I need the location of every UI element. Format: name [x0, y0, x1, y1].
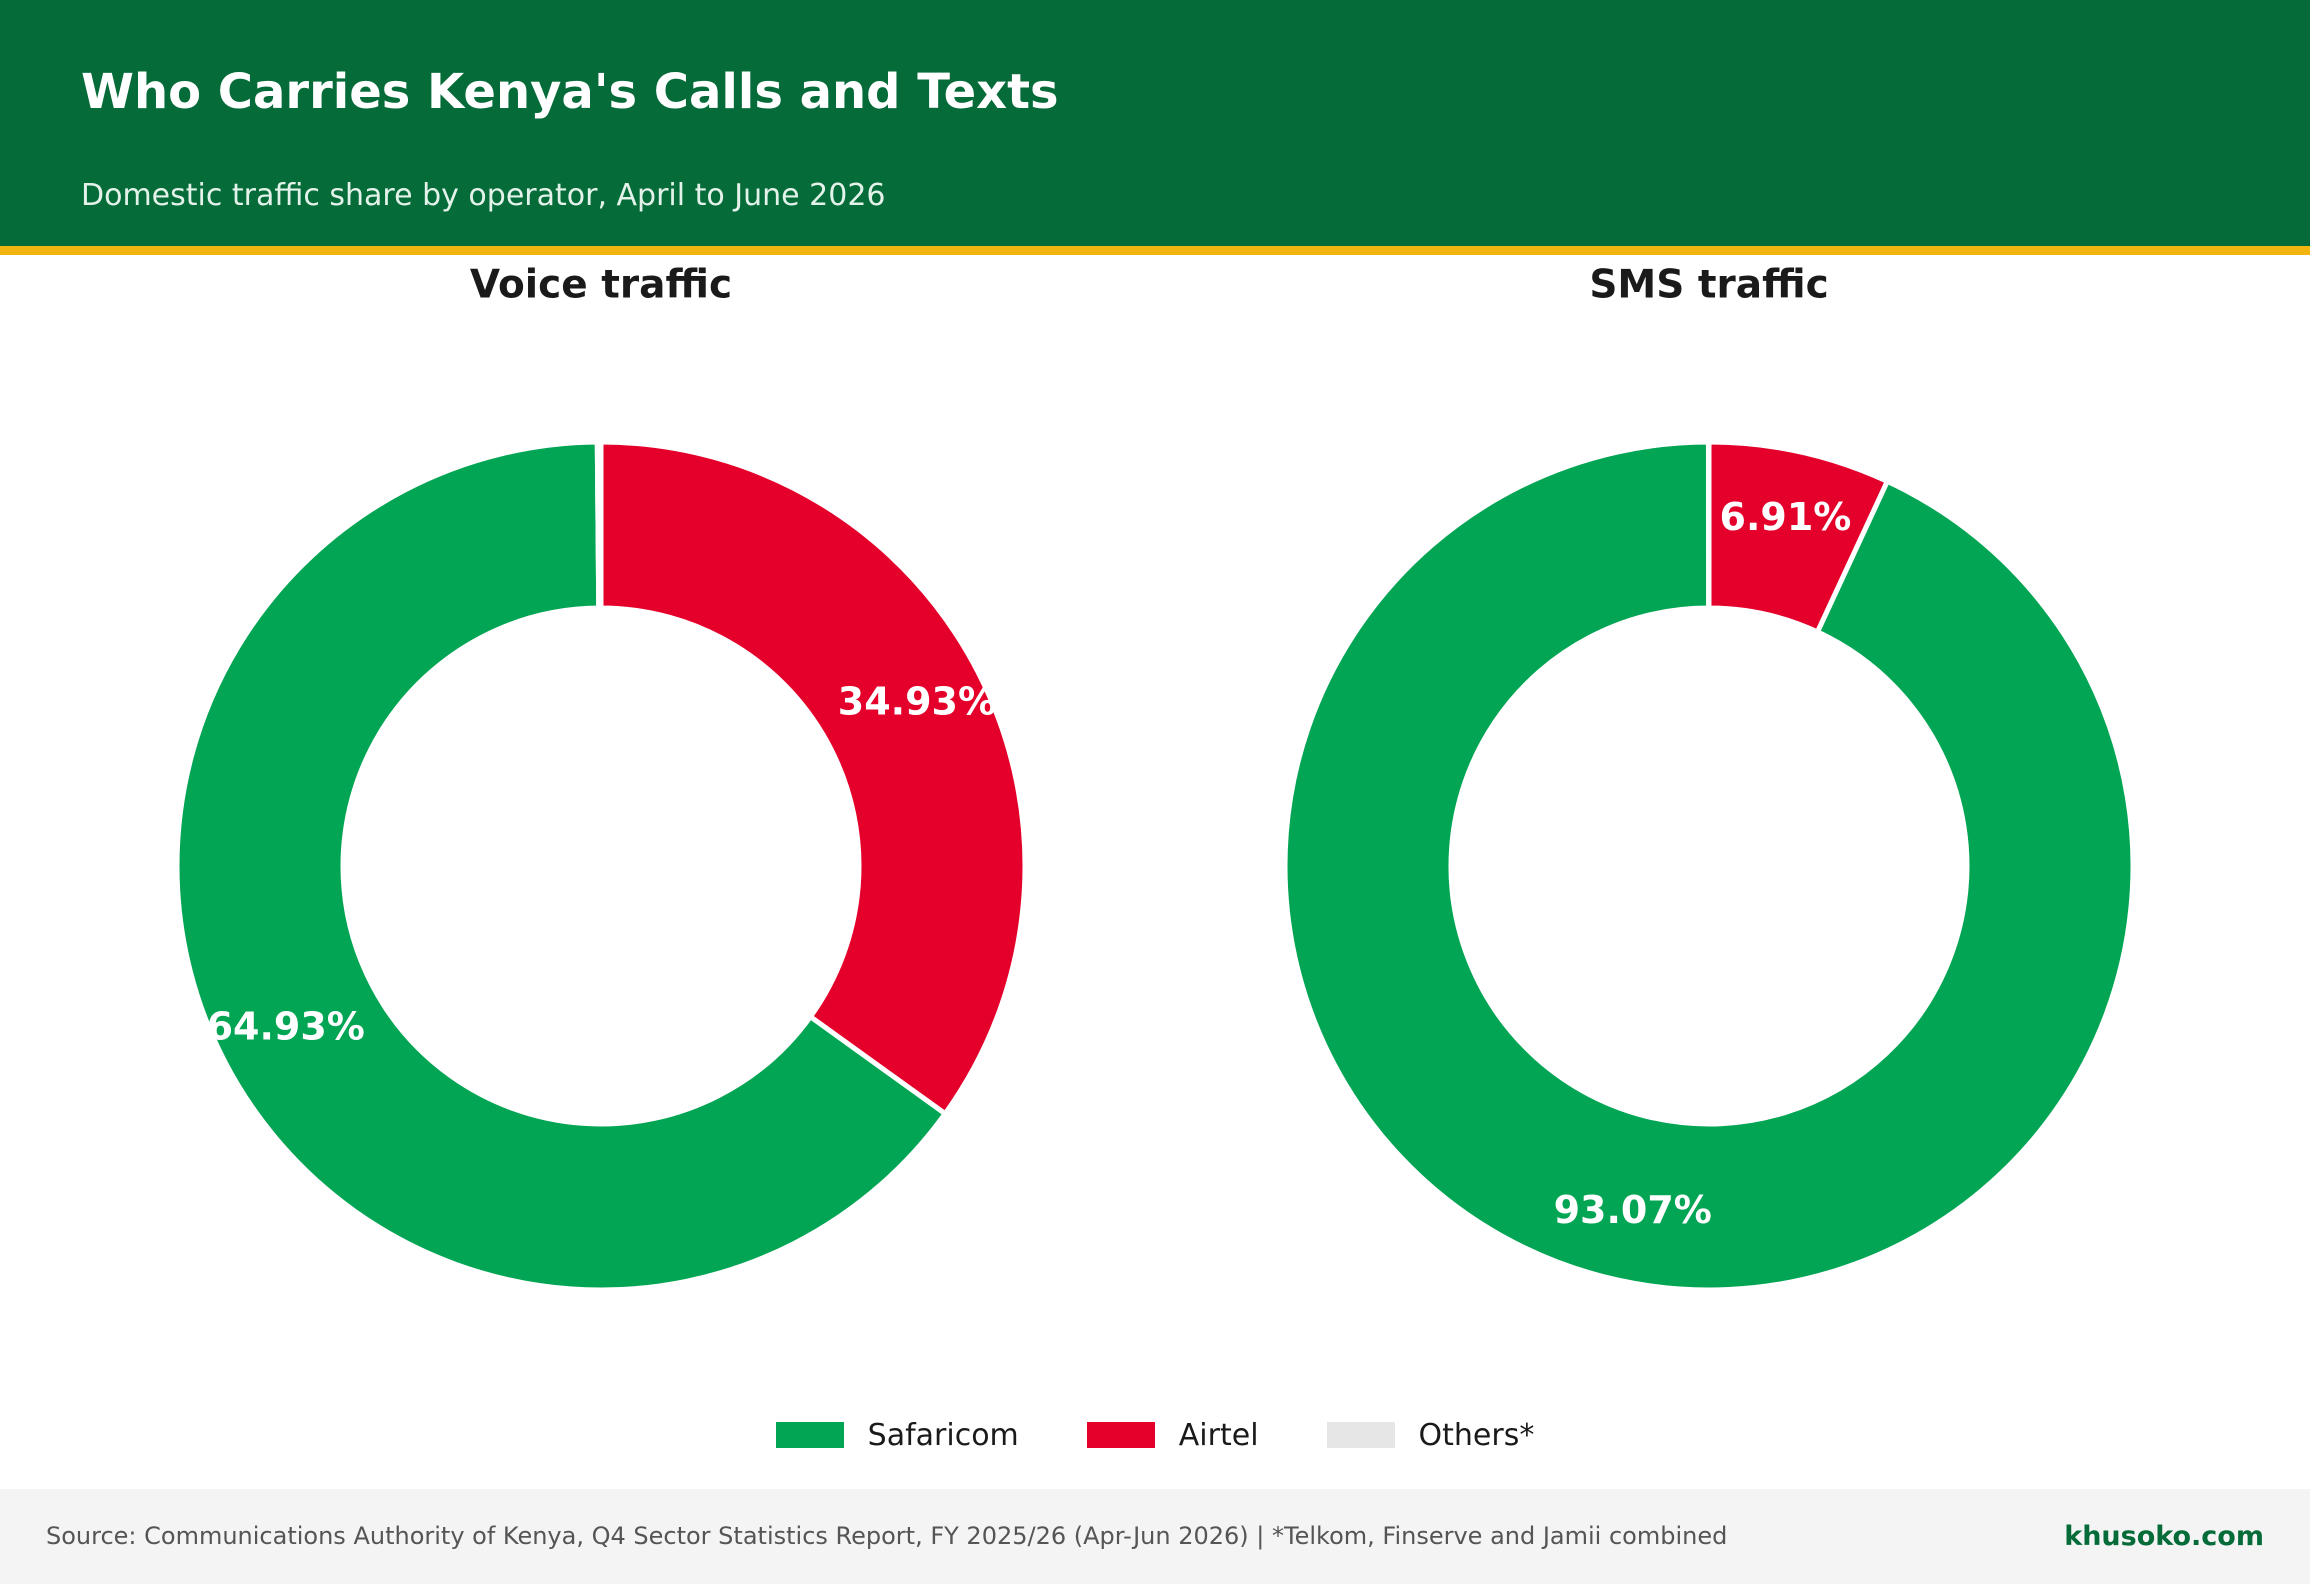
- legend-swatch-safaricom: [775, 1422, 844, 1448]
- legend-item-airtel: Airtel: [1086, 1417, 1259, 1453]
- legend-swatch-airtel: [1086, 1422, 1155, 1448]
- voice-traffic-slice-airtel: [598, 439, 1028, 1117]
- legend-item-safaricom: Safaricom: [775, 1417, 1019, 1453]
- voice-traffic-label-safaricom: 64.93%: [207, 1005, 365, 1049]
- voice-traffic-title: Voice traffic: [470, 263, 732, 308]
- sms-traffic-donut: SMS traffic 6.91% 93.07%: [1282, 263, 2136, 1293]
- legend-label-airtel: Airtel: [1178, 1417, 1259, 1453]
- sms-traffic-label-safaricom: 93.07%: [1554, 1188, 1712, 1232]
- legend-label-safaricom: Safaricom: [867, 1417, 1019, 1453]
- sms-traffic-slice-safaricom: [1282, 439, 2136, 1293]
- sms-traffic-slice-others: [1705, 439, 1712, 611]
- sms-traffic-title: SMS traffic: [1589, 263, 1828, 308]
- sms-traffic-label-airtel: 6.91%: [1720, 495, 1852, 539]
- voice-traffic-slice-others: [594, 439, 604, 611]
- accent-stripe: [0, 246, 2310, 255]
- voice-traffic-slice-safaricom: [174, 439, 948, 1293]
- donut-charts: Voice traffic 34.93% 64.93% SMS traffic 6.91…: [174, 263, 2136, 1293]
- source-note: Source: Communications Authority of Keny…: [46, 1522, 1728, 1550]
- legend-item-others: Others*: [1326, 1417, 1535, 1453]
- legend: Safaricom Airtel Others*: [0, 1410, 2310, 1460]
- brand-link[interactable]: khusoko.com: [2064, 1521, 2264, 1552]
- legend-swatch-others: [1326, 1422, 1395, 1448]
- legend-label-others: Others*: [1418, 1417, 1535, 1453]
- footer: Source: Communications Authority of Keny…: [0, 1489, 2310, 1584]
- voice-traffic-label-airtel: 34.93%: [838, 680, 996, 724]
- voice-traffic-donut: Voice traffic 34.93% 64.93%: [174, 263, 1028, 1293]
- page-title: Who Carries Kenya's Calls and Texts: [81, 64, 1059, 120]
- page-subtitle: Domestic traffic share by operator, Apri…: [81, 178, 886, 213]
- header-banner: Who Carries Kenya's Calls and Texts Dome…: [0, 0, 2310, 246]
